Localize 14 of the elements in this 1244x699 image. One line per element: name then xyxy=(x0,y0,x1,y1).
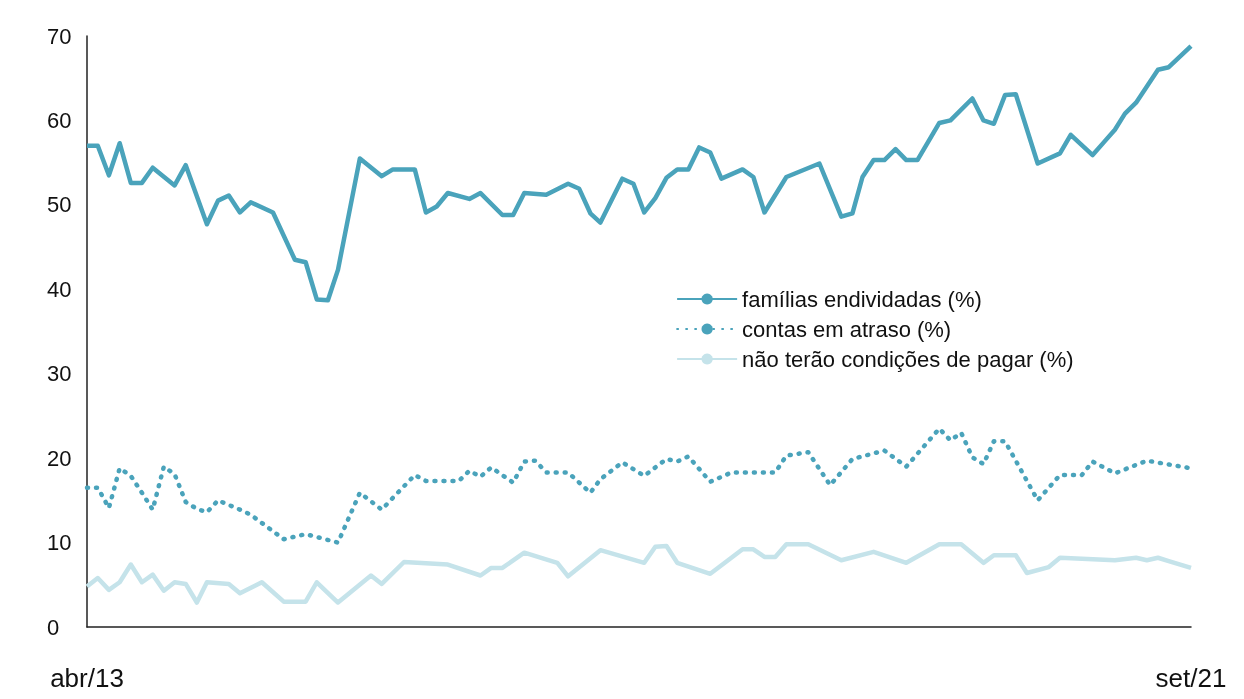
legend-label: famílias endividadas (%) xyxy=(742,286,982,312)
legend-label: contas em atraso (%) xyxy=(742,316,952,342)
y-tick-label: 70 xyxy=(47,23,72,49)
y-tick-label: 40 xyxy=(47,276,72,302)
x-tick-label: set/21 xyxy=(1155,663,1227,693)
y-tick-label: 60 xyxy=(47,107,72,133)
y-tick-label: 10 xyxy=(47,530,72,556)
y-tick-label: 50 xyxy=(47,192,72,218)
x-tick-label: abr/13 xyxy=(50,663,124,693)
y-tick-label: 20 xyxy=(47,445,72,471)
y-tick-label: 0 xyxy=(47,614,60,640)
legend-label: não terão condições de pagar (%) xyxy=(742,346,1074,372)
line-series xyxy=(84,542,1194,605)
y-tick-label: 30 xyxy=(47,361,72,387)
